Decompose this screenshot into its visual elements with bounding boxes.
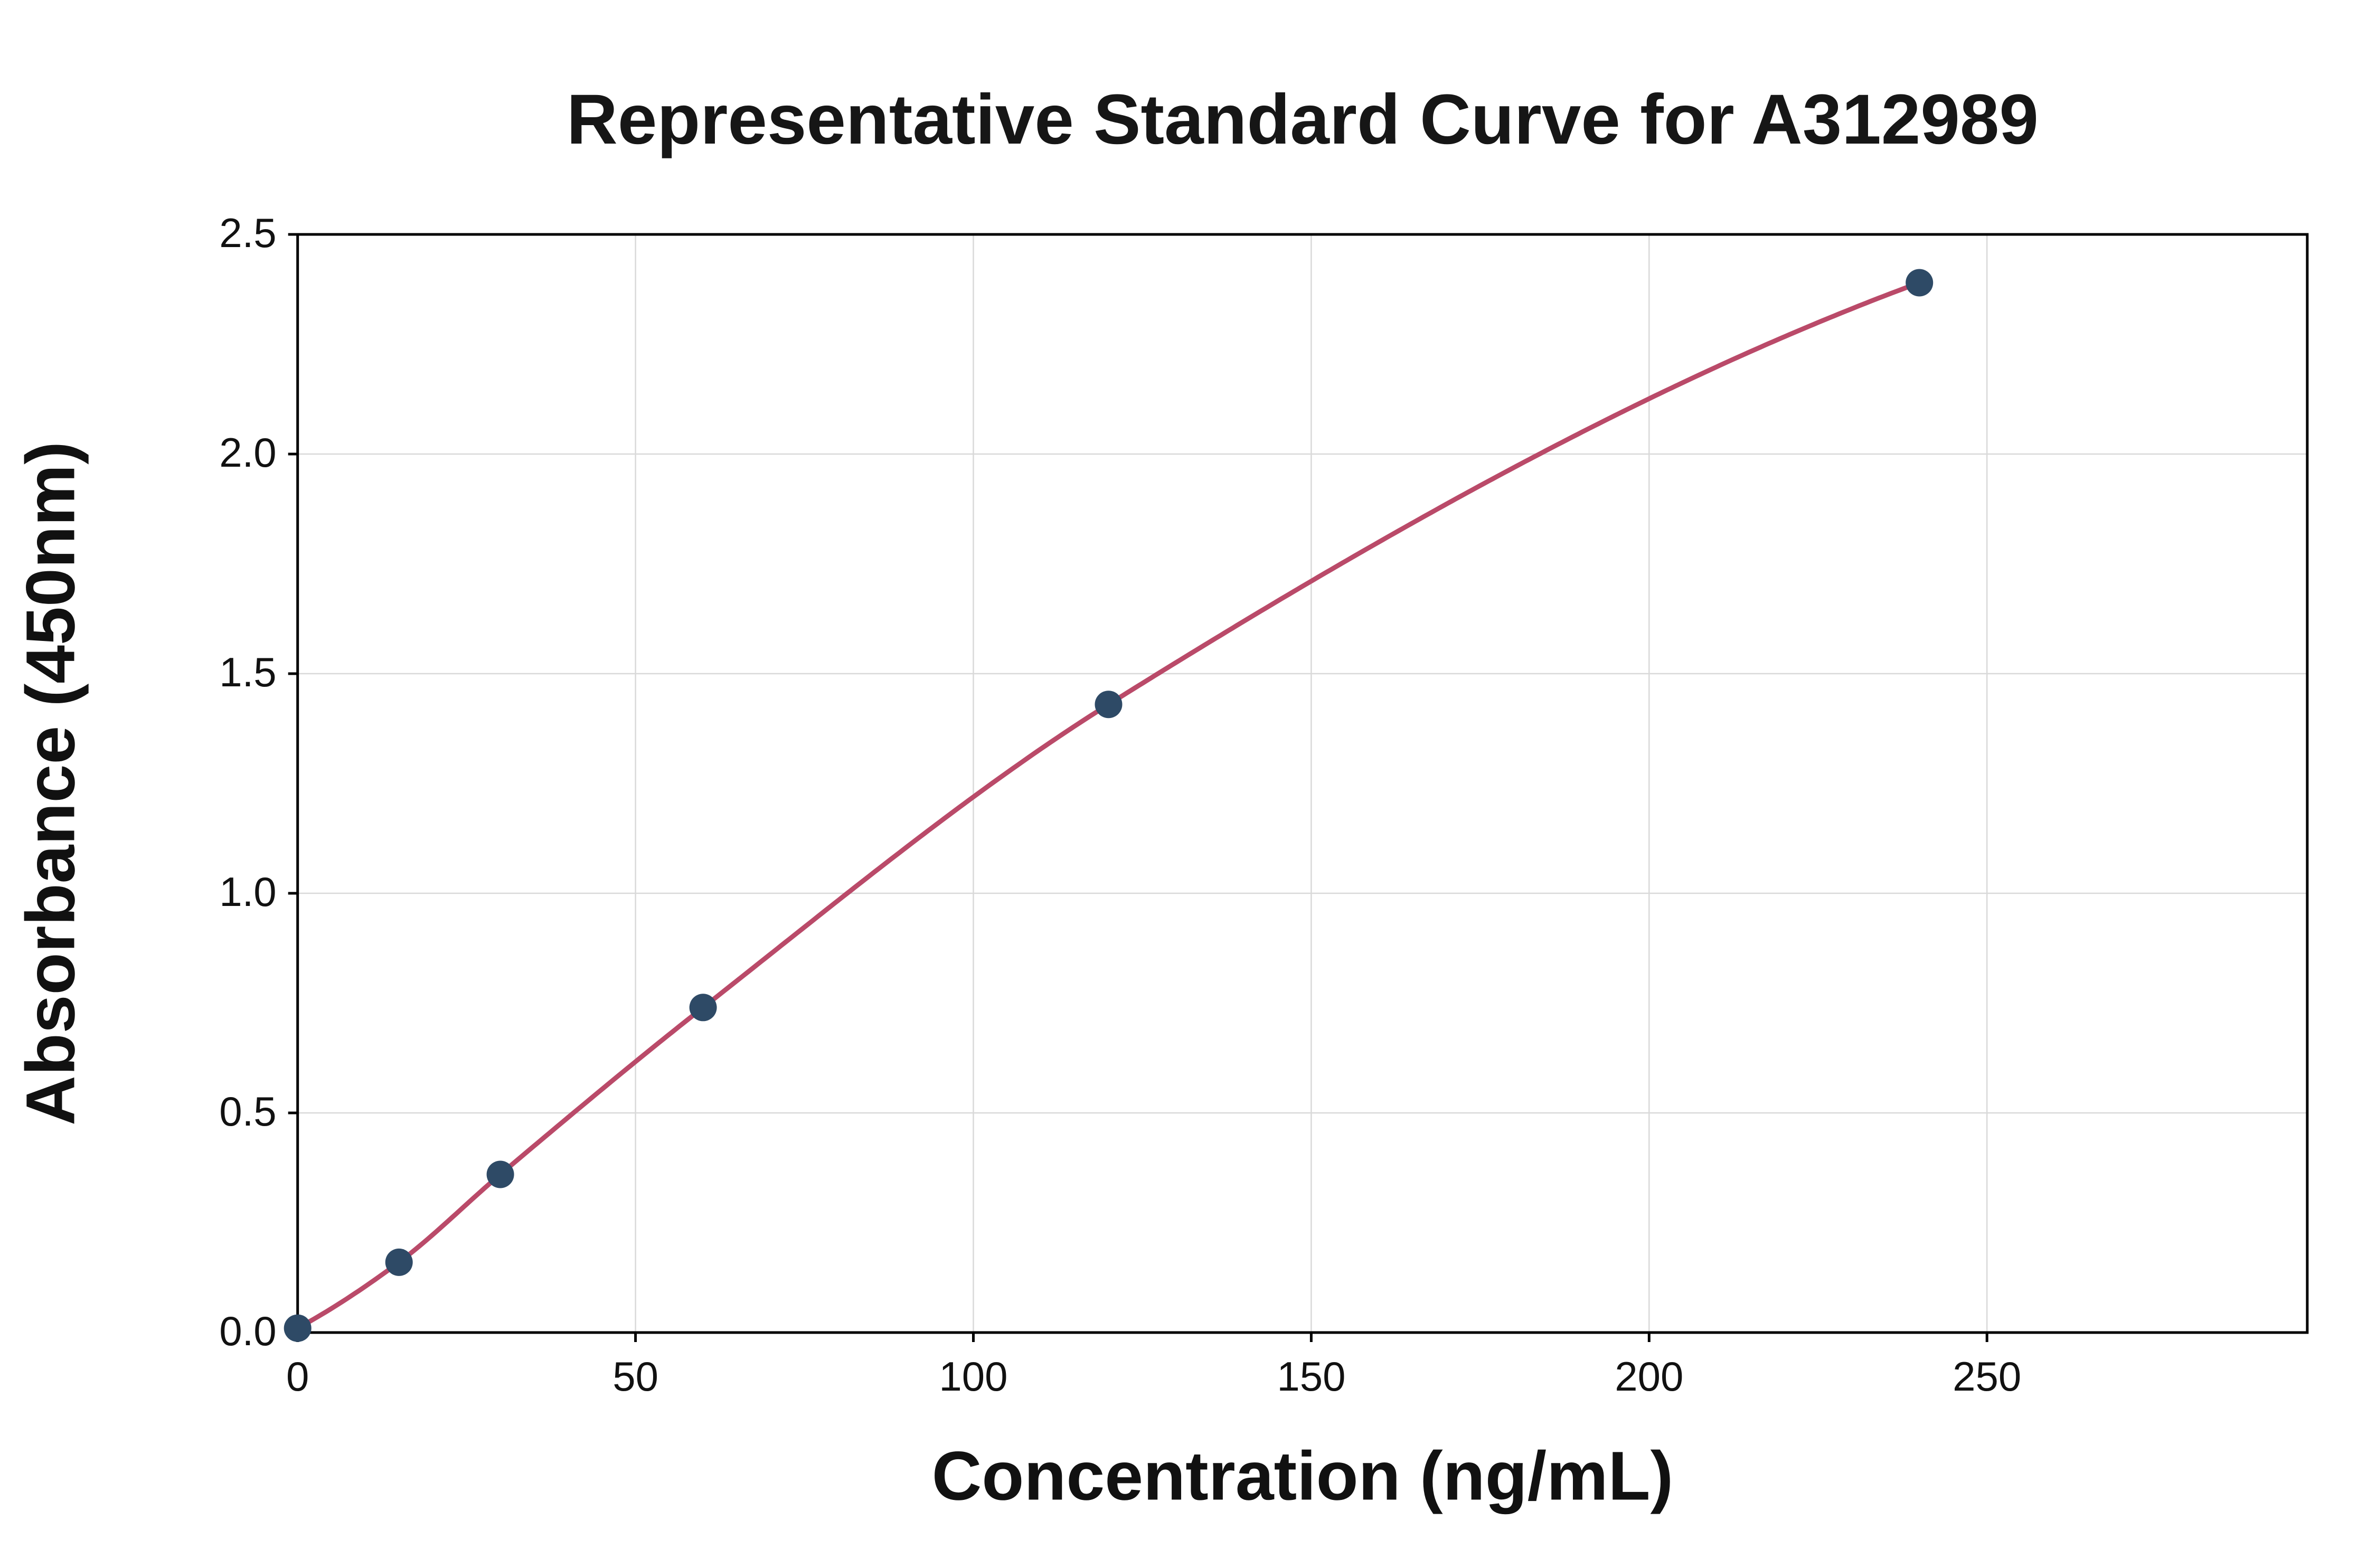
svg-text:0.0: 0.0 bbox=[219, 1308, 276, 1354]
svg-text:1.0: 1.0 bbox=[219, 868, 276, 915]
svg-text:250: 250 bbox=[1953, 1353, 2021, 1400]
svg-text:2.0: 2.0 bbox=[219, 429, 276, 476]
svg-text:1.5: 1.5 bbox=[219, 649, 276, 695]
svg-text:150: 150 bbox=[1277, 1353, 1345, 1400]
svg-text:100: 100 bbox=[939, 1353, 1007, 1400]
svg-text:2.5: 2.5 bbox=[219, 210, 276, 256]
svg-text:0: 0 bbox=[286, 1353, 309, 1400]
svg-text:200: 200 bbox=[1615, 1353, 1683, 1400]
svg-text:0.5: 0.5 bbox=[219, 1088, 276, 1135]
svg-text:50: 50 bbox=[612, 1353, 658, 1400]
